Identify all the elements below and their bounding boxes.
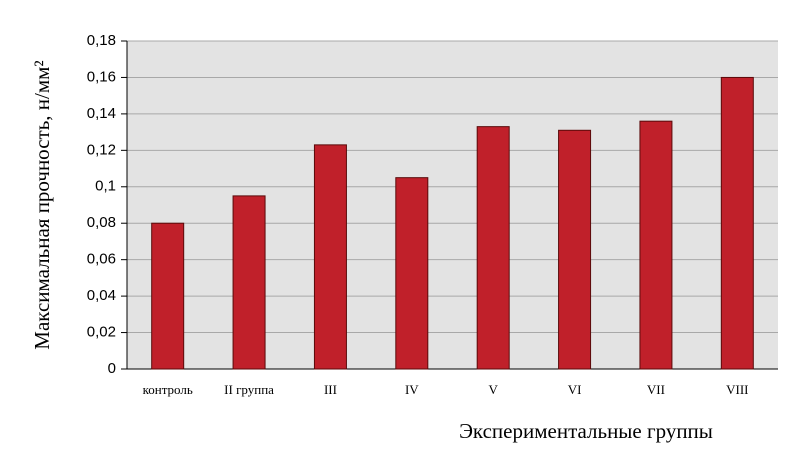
y-tick-label: 0,08 <box>87 214 116 231</box>
x-axis-title: Экспериментальные группы <box>459 419 713 443</box>
y-tick-label: 0,16 <box>87 68 116 85</box>
bar <box>395 177 429 370</box>
bar <box>558 129 592 370</box>
y-tick-label: 0,1 <box>95 178 116 195</box>
x-tick-label: VII <box>647 382 665 397</box>
y-tick-label: 0,18 <box>87 32 116 49</box>
x-tick-label: V <box>488 382 498 397</box>
bar <box>313 144 347 370</box>
x-tick-label: VI <box>568 382 582 397</box>
y-axis-title: Максимальная прочность, н/мм² <box>30 60 54 349</box>
bar <box>476 126 510 370</box>
y-tick-label: 0,04 <box>87 287 116 304</box>
plot-area <box>127 41 778 369</box>
bar <box>232 195 266 370</box>
bar <box>720 76 754 370</box>
y-tick-label: 0,12 <box>87 141 116 158</box>
y-tick-label: 0 <box>108 360 116 377</box>
y-tick-label: 0,02 <box>87 324 116 341</box>
bar <box>639 120 673 370</box>
x-tick-label: VIII <box>726 382 748 397</box>
x-tick-label: контроль <box>143 382 193 397</box>
x-tick-label: IV <box>405 382 419 397</box>
bar <box>151 222 185 370</box>
y-tick-label: 0,14 <box>87 105 116 122</box>
y-tick-label: 0,06 <box>87 251 116 268</box>
x-tick-label: III <box>324 382 337 397</box>
x-tick-label: II группа <box>224 382 274 397</box>
